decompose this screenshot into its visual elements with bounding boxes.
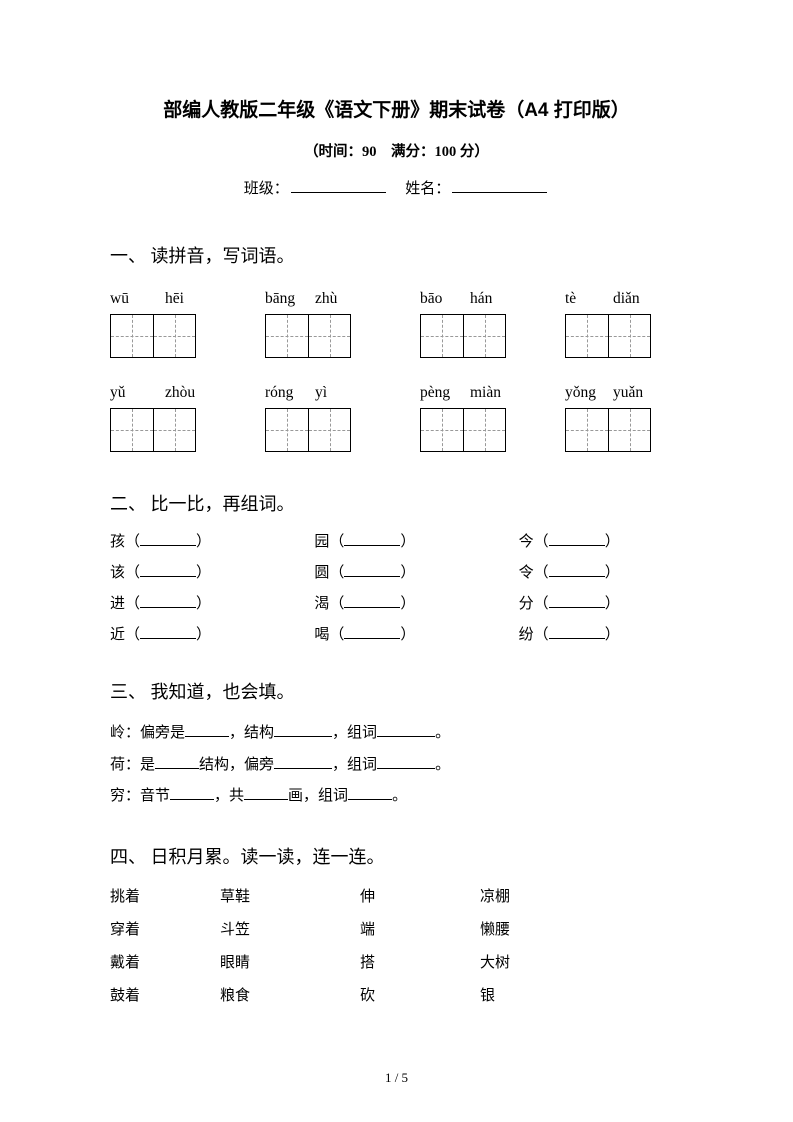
blank[interactable] <box>344 595 400 608</box>
blank[interactable] <box>344 533 400 546</box>
blank[interactable] <box>244 787 288 800</box>
boxes-row-1 <box>110 314 683 358</box>
compare-item: 圆（） <box>314 561 478 582</box>
char-box-pair[interactable] <box>565 408 651 452</box>
char-box-pair[interactable] <box>110 408 196 452</box>
class-blank[interactable] <box>291 179 386 193</box>
match-cell: 端 <box>360 918 480 939</box>
match-cell: 大树 <box>480 951 683 972</box>
match-cell: 眼睛 <box>220 951 360 972</box>
blank[interactable] <box>549 595 605 608</box>
blank[interactable] <box>274 756 332 769</box>
char-box-pair[interactable] <box>565 314 651 358</box>
boxes-row-2 <box>110 408 683 452</box>
q3-title: 三、 我知道，也会填。 <box>110 678 683 704</box>
blank[interactable] <box>549 533 605 546</box>
pinyin: róng <box>265 384 315 402</box>
pinyin: miàn <box>470 384 501 402</box>
match-cell: 伸 <box>360 885 480 906</box>
char-box-pair[interactable] <box>420 408 506 452</box>
char-box-pair[interactable] <box>420 314 506 358</box>
match-cell: 鼓着 <box>110 984 220 1005</box>
char-box-pair[interactable] <box>110 314 196 358</box>
pinyin: zhòu <box>165 384 195 402</box>
pinyin: hán <box>470 290 492 308</box>
pinyin: bāng <box>265 290 315 308</box>
char-box-pair[interactable] <box>265 408 351 452</box>
compare-item: 渴（） <box>314 592 478 613</box>
blank[interactable] <box>549 564 605 577</box>
compare-item: 园（） <box>314 530 478 551</box>
match-cell: 草鞋 <box>220 885 360 906</box>
match-cell: 砍 <box>360 984 480 1005</box>
pinyin: tè <box>565 290 613 308</box>
exam-subtitle: （时间：90 满分：100 分） <box>110 140 683 161</box>
match-cell: 粮食 <box>220 984 360 1005</box>
exam-title: 部编人教版二年级《语文下册》期末试卷（A4 打印版） <box>110 95 683 122</box>
blank[interactable] <box>140 564 196 577</box>
blank[interactable] <box>549 626 605 639</box>
compare-item: 分（） <box>519 592 683 613</box>
pinyin: zhù <box>315 290 337 308</box>
match-cell: 凉棚 <box>480 885 683 906</box>
name-label: 姓名： <box>405 181 450 197</box>
match-grid: 挑着 草鞋 伸 凉棚 穿着 斗笠 端 懒腰 戴着 眼睛 搭 大树 鼓着 粮食 砍… <box>110 885 683 1005</box>
pinyin: diǎn <box>613 290 640 308</box>
blank[interactable] <box>140 626 196 639</box>
class-label: 班级： <box>244 181 289 197</box>
pinyin-row-1: wū hēi bāng zhù bāo hán tè diǎn <box>110 290 683 308</box>
q3-line2: 荷：是结构，偏旁，组词。 <box>110 750 683 782</box>
compare-item: 该（） <box>110 561 274 582</box>
pinyin: wū <box>110 290 165 308</box>
compare-item: 近（） <box>110 623 274 644</box>
blank[interactable] <box>274 724 332 737</box>
blank[interactable] <box>170 787 214 800</box>
match-cell: 戴着 <box>110 951 220 972</box>
match-cell: 斗笠 <box>220 918 360 939</box>
compare-item: 进（） <box>110 592 274 613</box>
match-cell: 银 <box>480 984 683 1005</box>
q2-title: 二、 比一比，再组词。 <box>110 490 683 516</box>
match-cell: 穿着 <box>110 918 220 939</box>
blank[interactable] <box>348 787 392 800</box>
compare-item: 纷（） <box>519 623 683 644</box>
match-cell: 挑着 <box>110 885 220 906</box>
pinyin-row-2: yǔ zhòu róng yì pèng miàn yǒng yuǎn <box>110 384 683 402</box>
q3-line1: 岭：偏旁是，结构，组词。 <box>110 718 683 750</box>
pinyin: pèng <box>420 384 470 402</box>
blank[interactable] <box>155 756 199 769</box>
compare-grid: 孩（） 园（） 今（） 该（） 圆（） 令（） 进（） 渴（） 分（） 近（） … <box>110 530 683 644</box>
blank[interactable] <box>377 724 435 737</box>
blank[interactable] <box>377 756 435 769</box>
q4-title: 四、 日积月累。读一读，连一连。 <box>110 843 683 869</box>
char-box-pair[interactable] <box>265 314 351 358</box>
pinyin: bāo <box>420 290 470 308</box>
blank[interactable] <box>140 595 196 608</box>
match-cell: 懒腰 <box>480 918 683 939</box>
blank[interactable] <box>140 533 196 546</box>
blank[interactable] <box>344 626 400 639</box>
blank[interactable] <box>185 724 229 737</box>
page-number: 1 / 5 <box>0 1070 793 1086</box>
compare-item: 孩（） <box>110 530 274 551</box>
q3-line3: 穷：音节，共画，组词。 <box>110 781 683 813</box>
pinyin: yǔ <box>110 384 165 402</box>
q1-title: 一、 读拼音，写词语。 <box>110 242 683 268</box>
compare-item: 今（） <box>519 530 683 551</box>
pinyin: yǒng <box>565 384 613 402</box>
compare-item: 喝（） <box>314 623 478 644</box>
student-info: 班级： 姓名： <box>110 177 683 198</box>
name-blank[interactable] <box>452 179 547 193</box>
pinyin: yuǎn <box>613 384 643 402</box>
compare-item: 令（） <box>519 561 683 582</box>
match-cell: 搭 <box>360 951 480 972</box>
blank[interactable] <box>344 564 400 577</box>
pinyin: yì <box>315 384 327 402</box>
pinyin: hēi <box>165 290 184 308</box>
